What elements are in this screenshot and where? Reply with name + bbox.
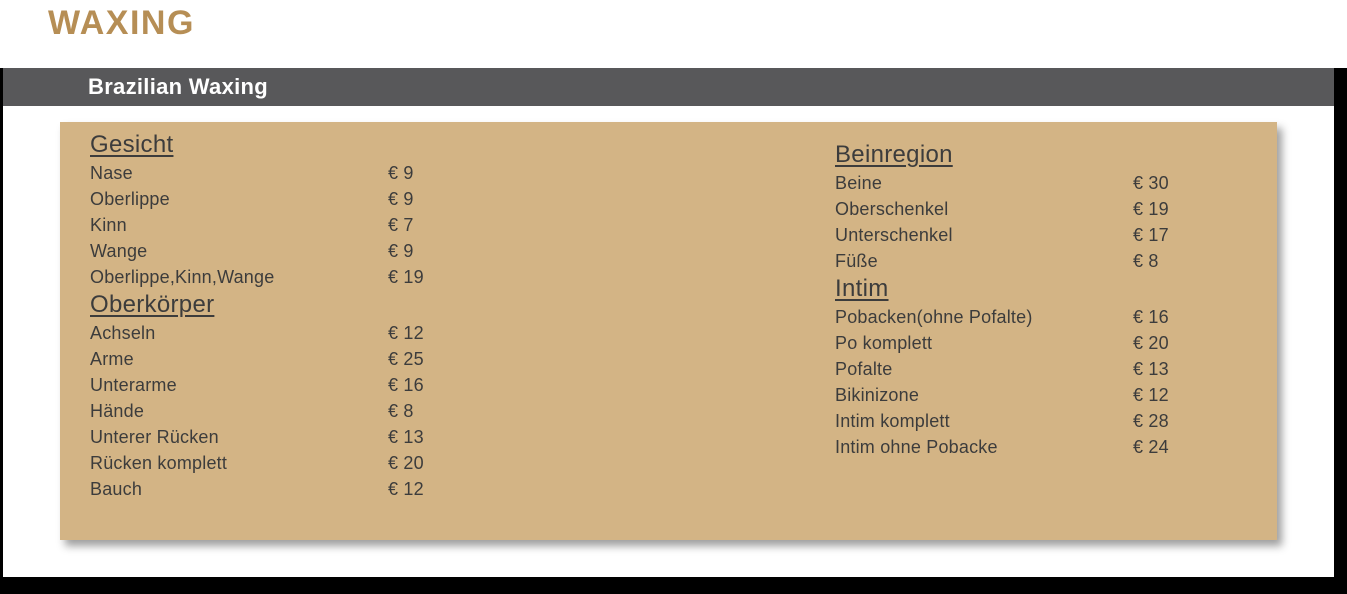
item-label: Kinn xyxy=(90,215,127,235)
item-label: Bauch xyxy=(90,479,143,499)
menu-item: Wange € 9 xyxy=(90,238,480,264)
menu-item: Pobacken(ohne Pofalte) € 16 xyxy=(835,304,1225,330)
item-price: € 9 xyxy=(388,241,414,261)
item-price: € 16 xyxy=(1133,307,1169,327)
menu-item: Hände € 8 xyxy=(90,398,480,424)
item-label: Füße xyxy=(835,251,878,271)
item-label: Beine xyxy=(835,173,883,193)
item-label: Wange xyxy=(90,241,148,261)
category-header-bar: Brazilian Waxing xyxy=(3,68,1334,106)
item-label: Pofalte xyxy=(835,359,893,379)
item-label: Oberlippe,Kinn,Wange xyxy=(90,267,275,287)
menu-item: Oberschenkel € 19 xyxy=(835,196,1225,222)
item-label: Bikinizone xyxy=(835,385,920,405)
item-label: Unterarme xyxy=(90,375,177,395)
item-price: € 9 xyxy=(388,189,414,209)
section-heading: Oberkörper xyxy=(90,291,215,318)
item-price: € 13 xyxy=(388,427,424,447)
menu-item: Pofalte € 13 xyxy=(835,356,1225,382)
section-heading: Gesicht xyxy=(90,131,174,158)
menu-item: Nase € 9 xyxy=(90,160,480,186)
menu-item: Beine € 30 xyxy=(835,170,1225,196)
item-price: € 20 xyxy=(388,453,424,473)
menu-item: Arme € 25 xyxy=(90,346,480,372)
menu-item: Unterarme € 16 xyxy=(90,372,480,398)
item-label: Arme xyxy=(90,349,134,369)
item-price: € 20 xyxy=(1133,333,1169,353)
item-label: Rücken komplett xyxy=(90,453,228,473)
section-heading: Intim xyxy=(835,275,889,302)
item-price: € 8 xyxy=(1133,251,1159,271)
menu-item: Kinn € 7 xyxy=(90,212,480,238)
menu-item: Bikinizone € 12 xyxy=(835,382,1225,408)
item-price: € 12 xyxy=(388,323,424,343)
item-price: € 7 xyxy=(388,215,414,235)
menu-item: Oberlippe € 9 xyxy=(90,186,480,212)
menu-item: Unterschenkel € 17 xyxy=(835,222,1225,248)
item-price: € 12 xyxy=(1133,385,1169,405)
item-price: € 12 xyxy=(388,479,424,499)
item-price: € 16 xyxy=(388,375,424,395)
item-label: Nase xyxy=(90,163,133,183)
item-price: € 19 xyxy=(388,267,424,287)
item-label: Oberschenkel xyxy=(835,199,949,219)
price-panel: Gesicht Nase € 9 Oberlippe € 9 Kinn € 7 Wange € … xyxy=(60,122,1277,540)
item-price: € 19 xyxy=(1133,199,1169,219)
item-label: Achseln xyxy=(90,323,156,343)
item-label: Unterschenkel xyxy=(835,225,953,245)
menu-item: Bauch € 12 xyxy=(90,476,480,502)
item-price: € 8 xyxy=(388,401,414,421)
item-label: Intim komplett xyxy=(835,411,950,431)
menu-item: Achseln € 12 xyxy=(90,320,480,346)
item-label: Pobacken(ohne Pofalte) xyxy=(835,307,1033,327)
item-price: € 25 xyxy=(388,349,424,369)
item-label: Oberlippe xyxy=(90,189,170,209)
menu-column-right: Beinregion Beine € 30 Oberschenkel € 19 Unter… xyxy=(835,140,1225,460)
menu-column-left: Gesicht Nase € 9 Oberlippe € 9 Kinn € 7 Wange € … xyxy=(90,130,480,502)
menu-item: Intim komplett € 28 xyxy=(835,408,1225,434)
menu-item: Intim ohne Pobacke € 24 xyxy=(835,434,1225,460)
item-label: Intim ohne Pobacke xyxy=(835,437,998,457)
menu-item: Po komplett € 20 xyxy=(835,330,1225,356)
item-label: Unterer Rücken xyxy=(90,427,219,447)
menu-item: Rücken komplett € 20 xyxy=(90,450,480,476)
frame-bottom-border xyxy=(0,577,1347,594)
item-price: € 30 xyxy=(1133,173,1169,193)
menu-item: Oberlippe,Kinn,Wange € 19 xyxy=(90,264,480,290)
page-title: WAXING xyxy=(48,4,195,42)
item-price: € 24 xyxy=(1133,437,1169,457)
item-price: € 17 xyxy=(1133,225,1169,245)
item-label: Hände xyxy=(90,401,145,421)
frame-right-border xyxy=(1334,68,1347,594)
item-label: Po komplett xyxy=(835,333,933,353)
item-price: € 9 xyxy=(388,163,414,183)
menu-item: Füße € 8 xyxy=(835,248,1225,274)
menu-item: Unterer Rücken € 13 xyxy=(90,424,480,450)
item-price: € 28 xyxy=(1133,411,1169,431)
category-header-label: Brazilian Waxing xyxy=(88,74,269,99)
frame-left-border xyxy=(0,68,3,594)
section-heading: Beinregion xyxy=(835,141,953,168)
item-price: € 13 xyxy=(1133,359,1169,379)
